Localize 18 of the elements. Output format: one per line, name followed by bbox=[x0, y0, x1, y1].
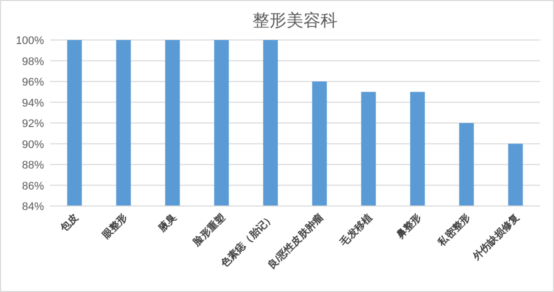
y-tick-label: 88% bbox=[22, 160, 44, 172]
y-tick-label: 98% bbox=[22, 56, 44, 68]
y-tick-label: 100% bbox=[16, 35, 44, 47]
x-tick-label: 腋臭 bbox=[155, 212, 179, 235]
x-tick-label: 包皮 bbox=[57, 212, 81, 235]
x-tick-label: 鼻整形 bbox=[393, 212, 424, 242]
y-tick-label: 96% bbox=[22, 76, 44, 88]
x-tick-label: 脸形重塑 bbox=[190, 212, 228, 250]
y-tick-label: 92% bbox=[22, 118, 44, 130]
y-tick-label: 90% bbox=[22, 138, 44, 151]
y-tick-label: 84% bbox=[22, 201, 44, 213]
y-tick-label: 94% bbox=[22, 97, 44, 110]
y-tick-label: 86% bbox=[22, 180, 44, 192]
x-tick-label: 毛发移植 bbox=[337, 212, 375, 250]
chart-title: 整形美容科 bbox=[252, 11, 338, 30]
x-tick-label: 外伤缺损修复 bbox=[470, 212, 522, 264]
x-tick-label: 眼整形 bbox=[100, 212, 130, 242]
x-tick-label: 私密整形 bbox=[435, 212, 473, 250]
